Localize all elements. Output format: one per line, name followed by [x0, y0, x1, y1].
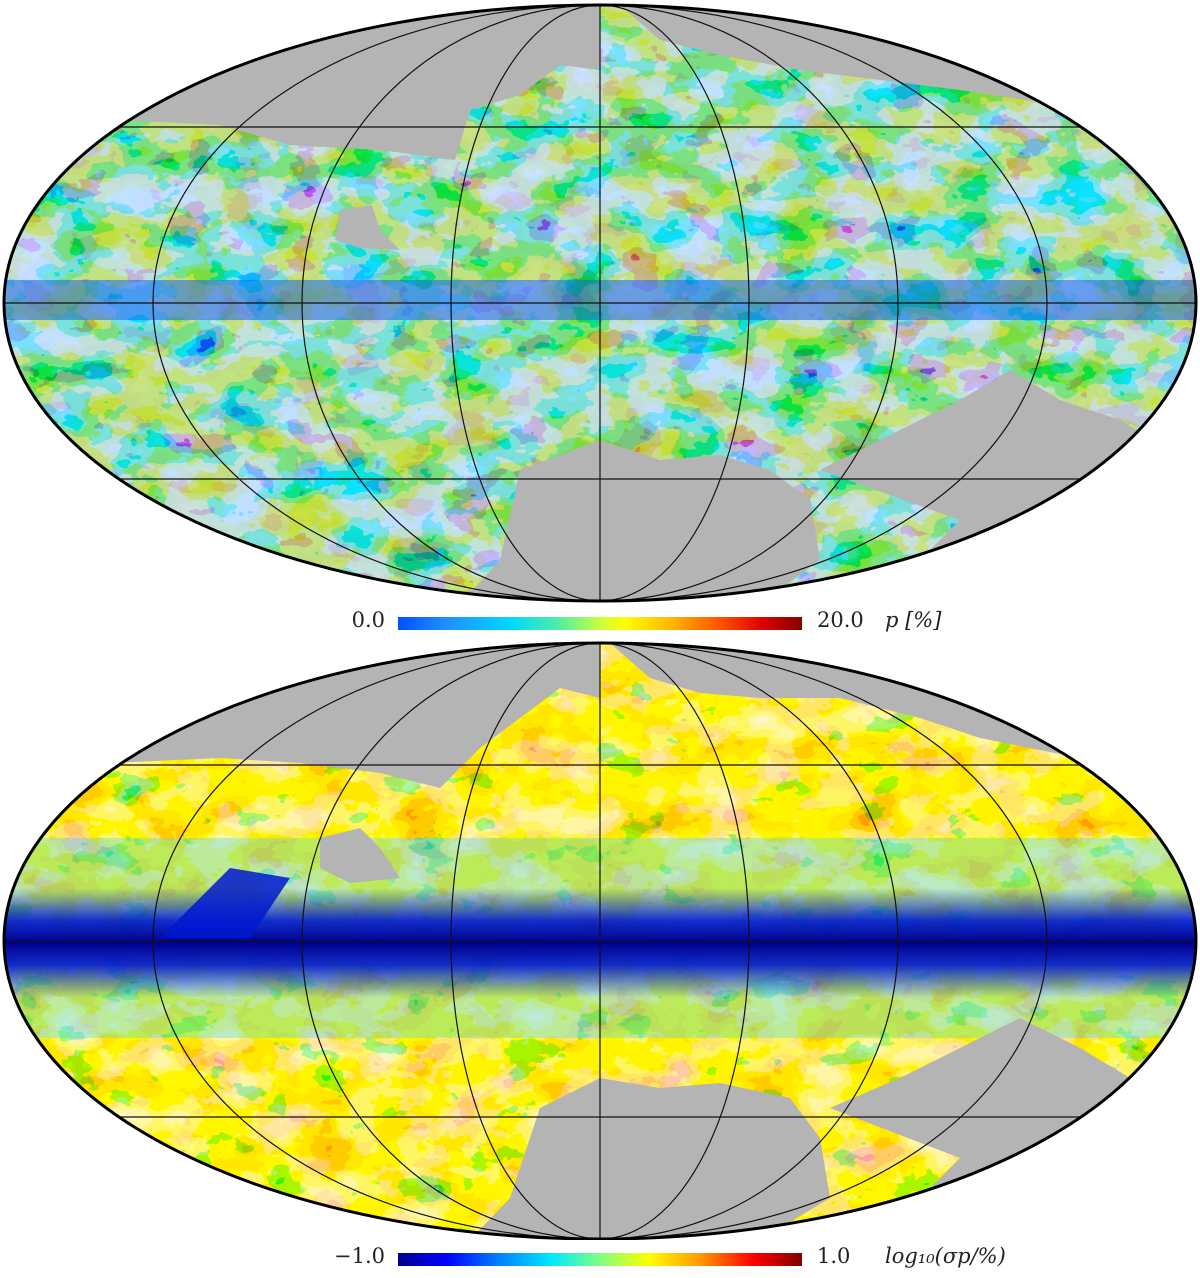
- colorbar-bottom: −1.0 1.0 log₁₀(σp/%): [0, 1240, 1200, 1276]
- colorbar-gradient: [398, 1253, 802, 1266]
- graticule: [4, 5, 1196, 601]
- graticule: [4, 643, 1196, 1239]
- colorbar-max-label: 1.0: [817, 1244, 851, 1268]
- colorbar-max-label: 20.0: [817, 608, 864, 632]
- colorbar-unit-label: p [%]: [885, 608, 942, 632]
- map-outline: [2, 641, 1198, 1240]
- colorbar-unit-label: log₁₀(σp/%): [885, 1244, 1006, 1268]
- polarization-fraction-map: [2, 3, 1198, 603]
- colorbar-min-label: 0.0: [351, 608, 385, 632]
- polarization-uncertainty-map: [2, 641, 1198, 1240]
- map-outline: [2, 3, 1198, 603]
- colorbar-gradient: [398, 617, 802, 630]
- colorbar-top: 0.0 20.0 p [%]: [0, 604, 1200, 640]
- colorbar-min-label: −1.0: [334, 1244, 385, 1268]
